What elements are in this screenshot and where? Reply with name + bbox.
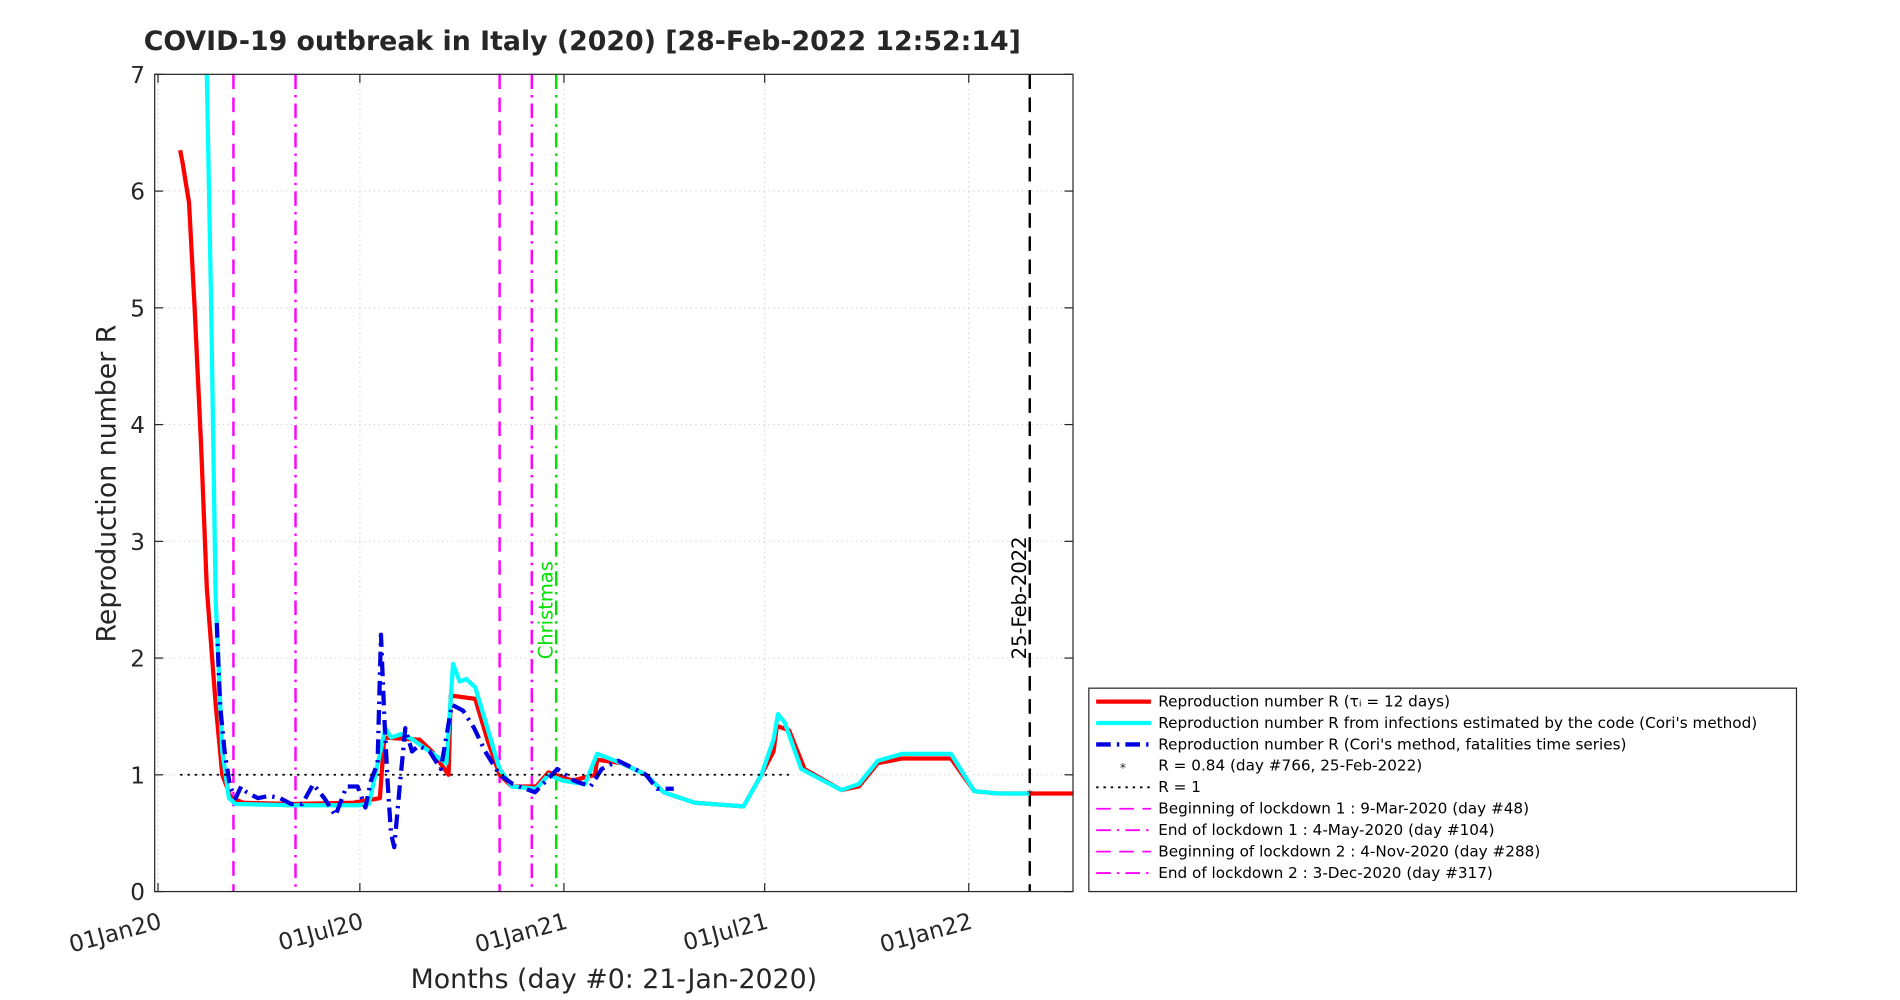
legend-label: End of lockdown 1 : 4-May-2020 (day #104… <box>1158 821 1494 839</box>
x-tick-label: 01Jul20 <box>276 909 367 957</box>
y-tick-label: 1 <box>130 763 145 789</box>
y-tick-label: 0 <box>130 880 145 906</box>
y-tick-label: 7 <box>130 63 145 89</box>
reference-label: Christmas <box>535 561 558 659</box>
plot: * <box>178 74 1074 892</box>
series-line <box>204 74 1030 809</box>
x-tick-label: 01Jan20 <box>66 909 164 959</box>
legend-label: End of lockdown 2 : 3-Dec-2020 (day #317… <box>1158 864 1493 882</box>
axes-box <box>154 73 1074 893</box>
legend-label: R = 1 <box>1158 778 1201 796</box>
reference-label: 25-Feb-2022 <box>1008 536 1031 659</box>
y-axis-label: Reproduction number R <box>92 325 123 643</box>
x-axis-label: Months (day #0: 21-Jan-2020) <box>411 964 817 995</box>
x-tick-label: 01Jul21 <box>681 909 772 957</box>
legend-label: Beginning of lockdown 1 : 9-Mar-2020 (da… <box>1158 800 1529 818</box>
series-line <box>214 622 674 850</box>
point-marker: * <box>1027 787 1033 801</box>
legend <box>1088 687 1798 893</box>
legend-items: Reproduction number R (τᵢ = 12 days) Repr… <box>1096 692 1757 882</box>
x-tick-label: 01Jan22 <box>877 909 975 959</box>
y-tick-label: 6 <box>130 180 145 206</box>
y-tick-label: 3 <box>130 530 145 556</box>
legend-label: R = 0.84 (day #766, 25-Feb-2022) <box>1158 757 1422 775</box>
legend-label: Reproduction number R (Cori's method, fa… <box>1158 735 1626 753</box>
legend-marker: * <box>1120 761 1126 775</box>
plot-area <box>154 74 1074 892</box>
y-tick-label: 5 <box>130 296 145 322</box>
legend-label: Reproduction number R from infections es… <box>1158 714 1757 732</box>
legend-label: Beginning of lockdown 2 : 4-Nov-2020 (da… <box>1158 842 1540 860</box>
chart-title: COVID-19 outbreak in Italy (2020) [28-Fe… <box>144 26 1021 57</box>
y-tick-label: 4 <box>130 413 145 439</box>
x-tick-label: 01Jan21 <box>472 909 570 959</box>
legend-label: Reproduction number R (τᵢ = 12 days) <box>1158 692 1450 710</box>
y-tick-label: 2 <box>130 647 145 673</box>
